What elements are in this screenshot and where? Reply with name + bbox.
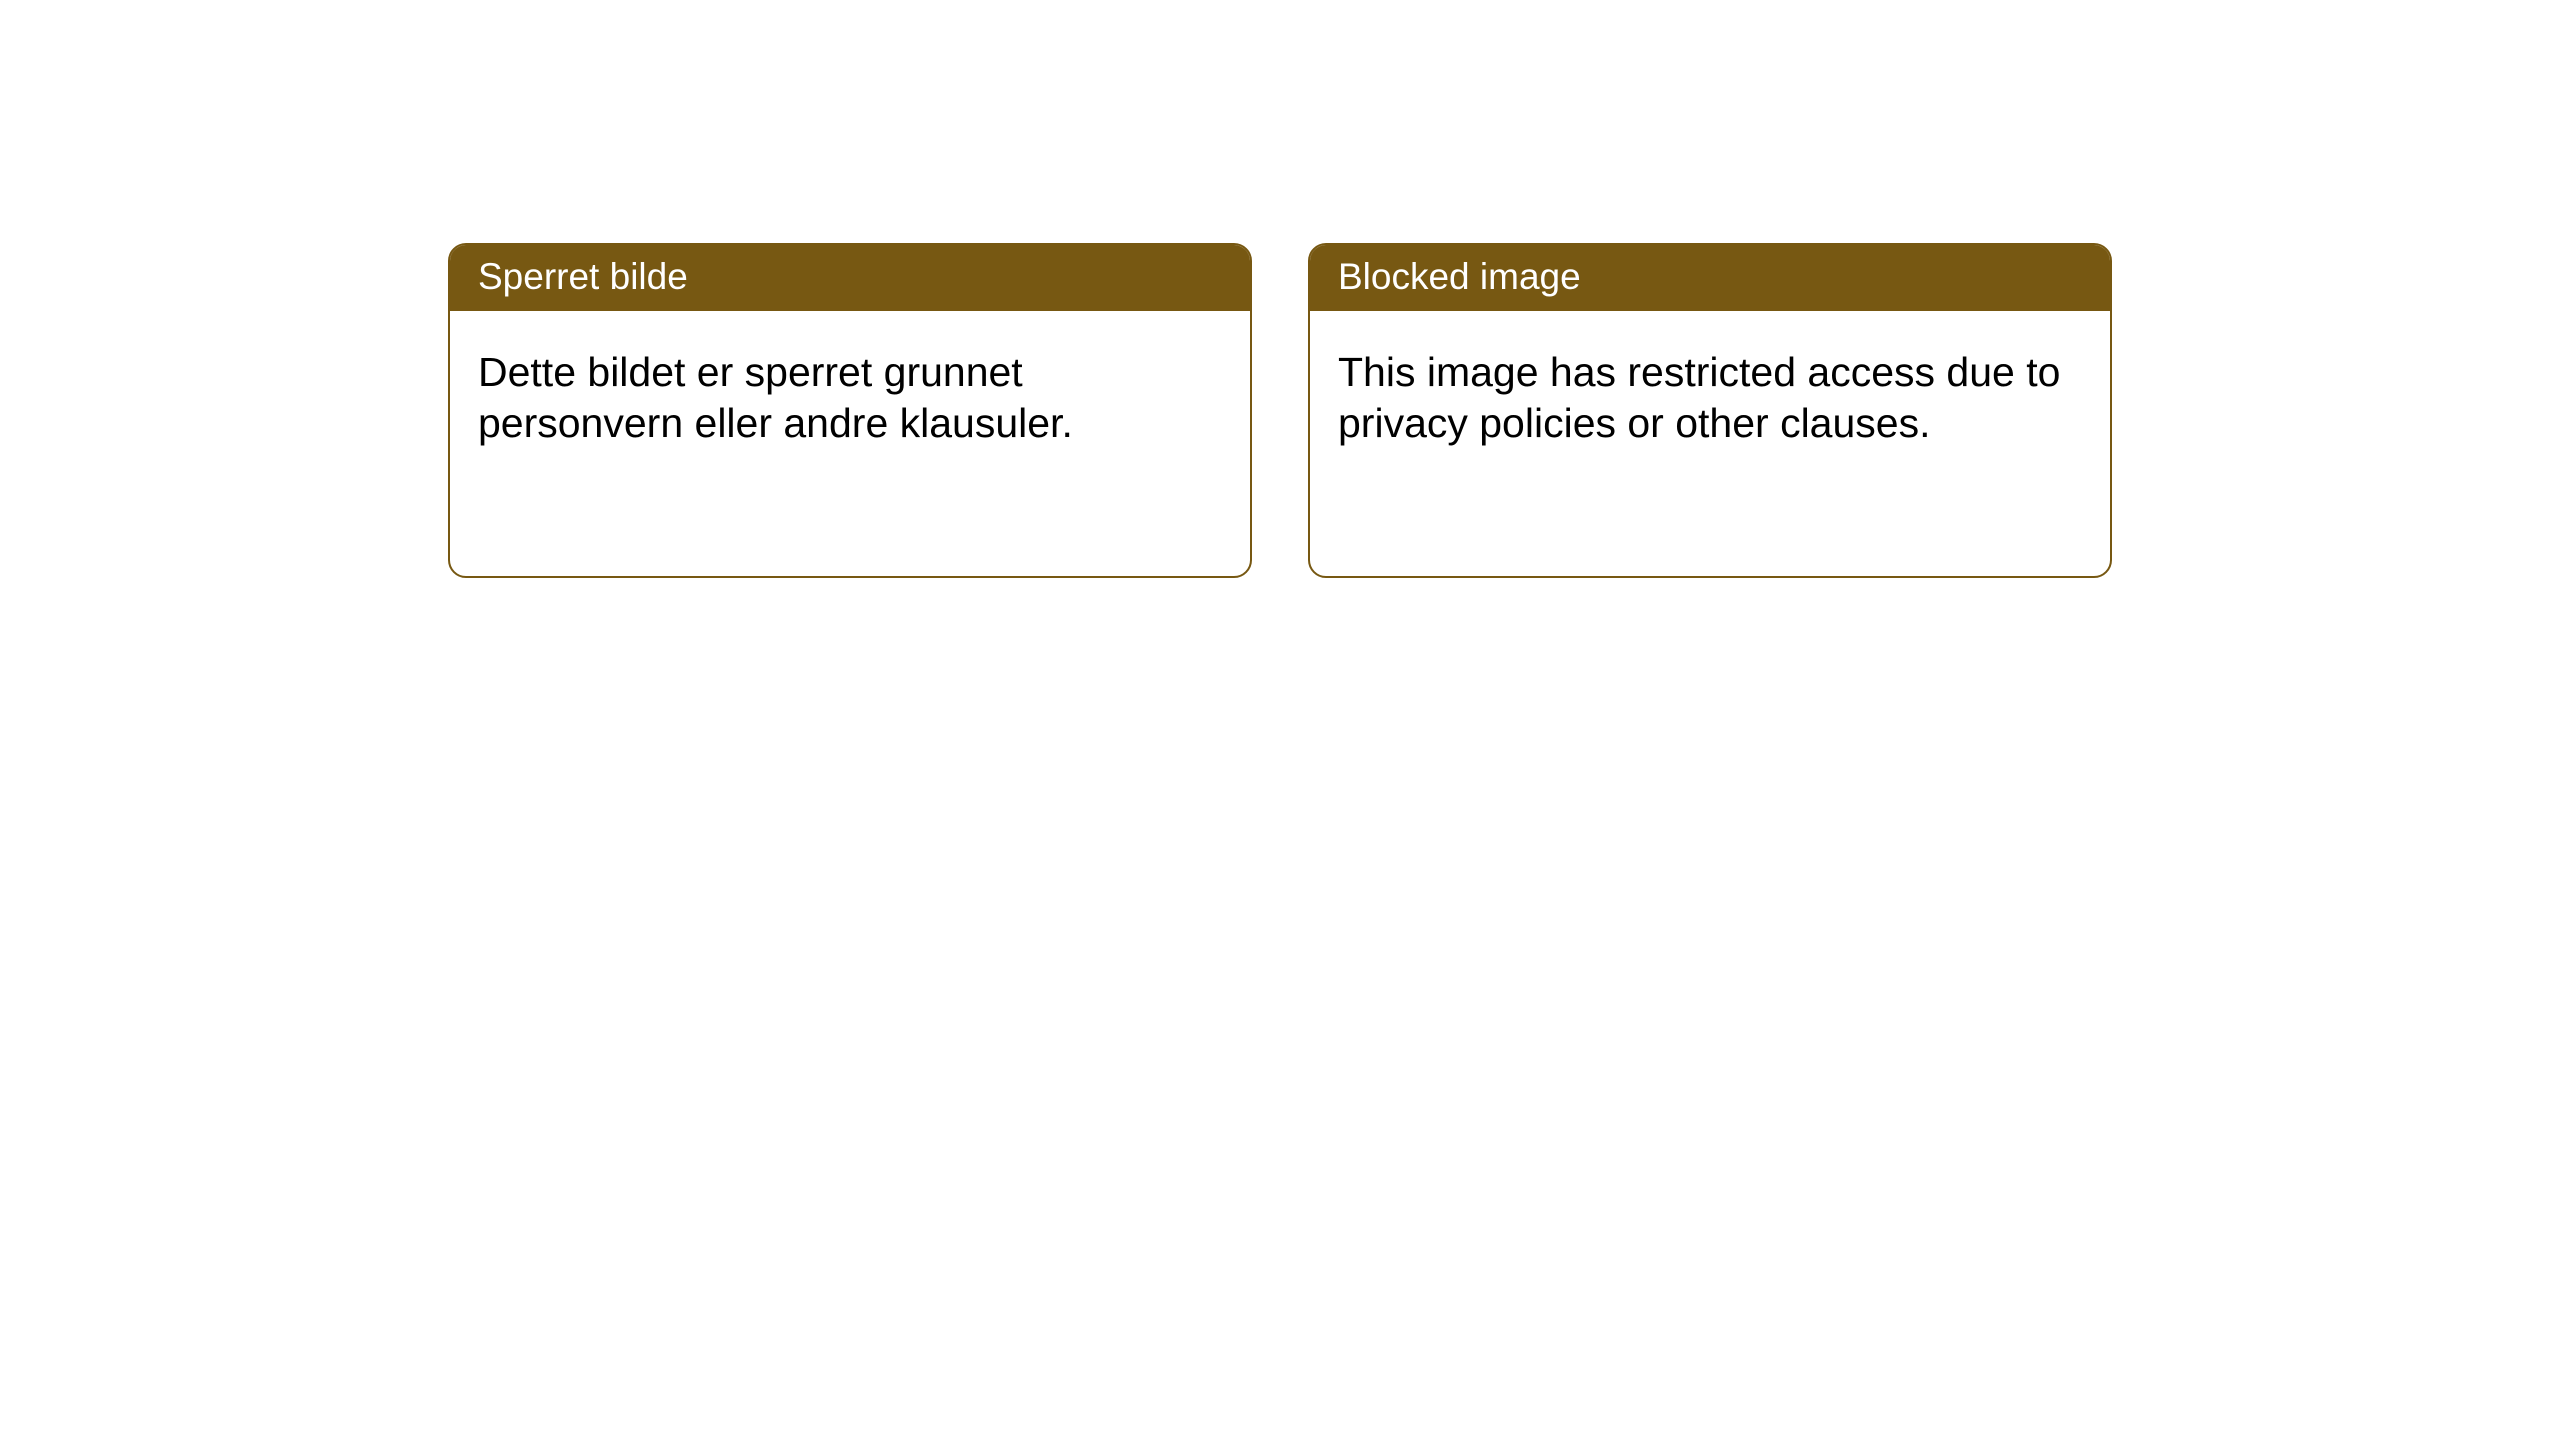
notice-header: Sperret bilde — [450, 245, 1250, 311]
notice-body: This image has restricted access due to … — [1310, 311, 2110, 486]
notice-container: Sperret bilde Dette bildet er sperret gr… — [448, 243, 2112, 578]
notice-body: Dette bildet er sperret grunnet personve… — [450, 311, 1250, 486]
notice-card-english: Blocked image This image has restricted … — [1308, 243, 2112, 578]
notice-header: Blocked image — [1310, 245, 2110, 311]
notice-card-norwegian: Sperret bilde Dette bildet er sperret gr… — [448, 243, 1252, 578]
